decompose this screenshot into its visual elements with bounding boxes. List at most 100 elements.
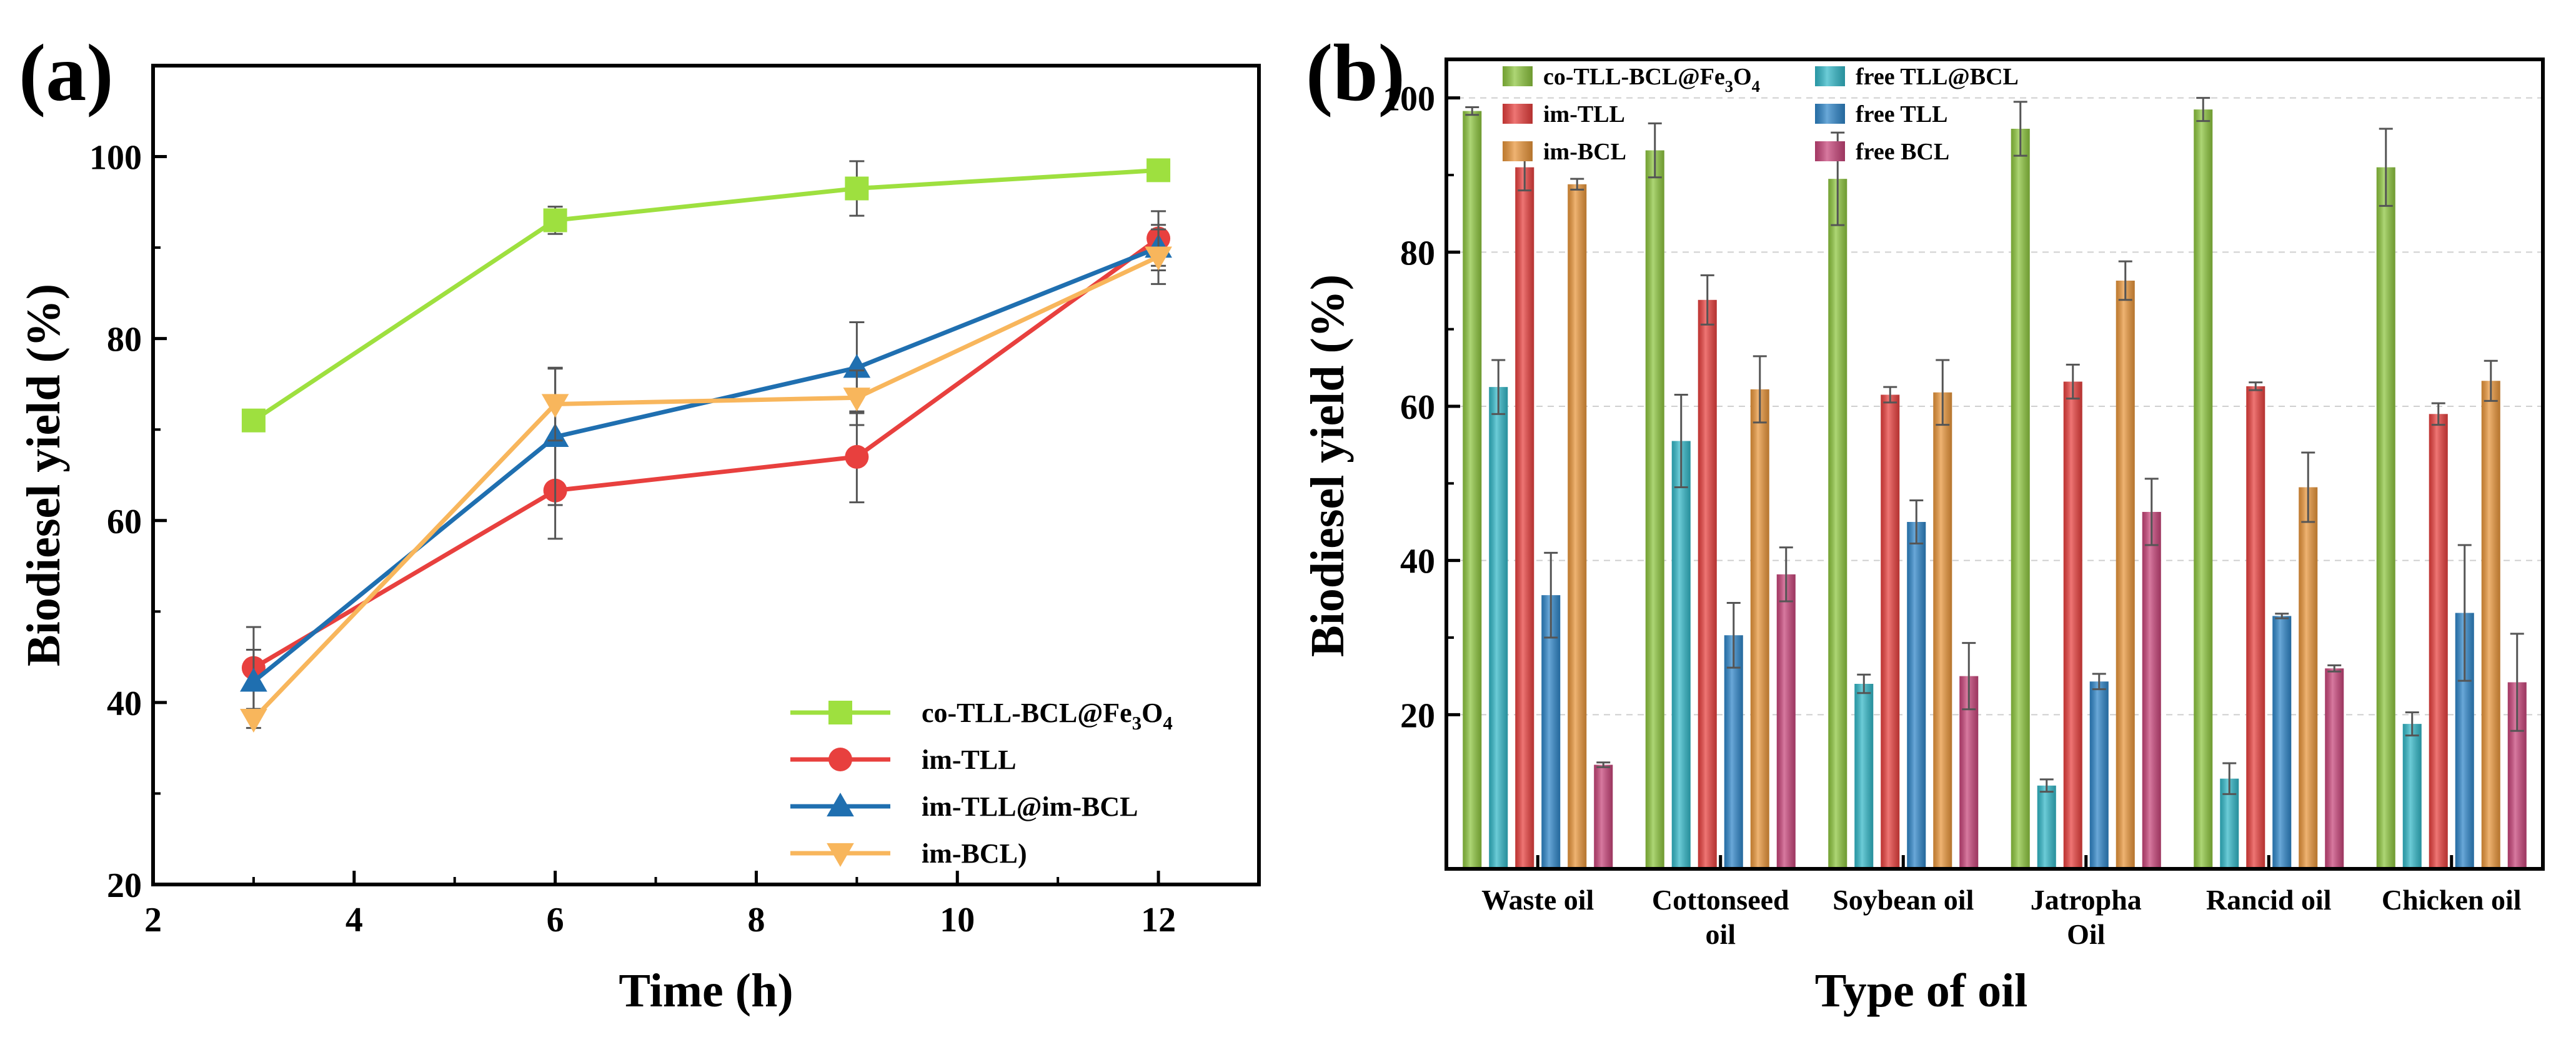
data-point	[843, 388, 871, 412]
error-bar	[2379, 128, 2393, 207]
error-bar	[1700, 274, 1714, 326]
legend-label: im-TLL	[922, 744, 1017, 775]
panel-b-y-axis-title: Biodiesel yield (%)	[1301, 274, 1354, 657]
series-line	[252, 236, 1160, 670]
bar-shade	[2116, 280, 2135, 869]
legend-label-name: co-TLL-BCL@Fe	[922, 698, 1132, 728]
legend-swatch-shade	[1815, 66, 1845, 86]
bar-shade	[2272, 616, 2292, 869]
error-bar	[2222, 762, 2237, 795]
bar-shade	[2246, 386, 2265, 869]
bar-shade	[2037, 785, 2056, 869]
data-point	[845, 444, 869, 469]
error-bar	[2301, 451, 2315, 523]
panel-a-plot-frame	[151, 64, 1261, 886]
error-bar	[1491, 359, 1506, 415]
bar-shade	[1645, 150, 1664, 869]
error-bar	[2144, 478, 2159, 546]
error-bar	[2405, 711, 2419, 737]
error-bar	[2118, 260, 2132, 301]
error-bar	[2431, 402, 2445, 426]
panel-a-line-chart: (a) 2 4 6 8 10 12 20 40 60 80 100 Time (h) Biodies…	[17, 28, 1261, 1017]
legend-label-sub1: 3	[1132, 713, 1141, 734]
error-bar	[2510, 633, 2524, 732]
legend-item: free BCL	[1815, 139, 1949, 165]
legend-marker	[828, 701, 852, 724]
series-line	[252, 254, 1160, 721]
panel-a-legend: co-TLL-BCL@Fe3O4 im-TLL im-TLL@im-BCL im-BC…	[790, 698, 1173, 869]
y-tick-label: 20	[1400, 696, 1435, 735]
legend-item: free TLL@BCL	[1815, 64, 2019, 90]
x-tick-label: 2	[144, 901, 162, 939]
bar-shade	[2325, 668, 2344, 869]
panel-b-plot-frame	[1445, 58, 2545, 871]
legend-item: co-TLL-BCL@Fe3O4	[1503, 64, 1760, 96]
data-point	[1145, 246, 1172, 271]
bar-shade	[1594, 764, 1613, 869]
error-bar	[1544, 551, 1558, 639]
legend-swatch-shade	[1815, 104, 1845, 124]
legend-label-name: co-TLL-BCL@Fe	[1543, 64, 1725, 90]
panel-b-label: (b)	[1306, 28, 1405, 118]
x-tick-label: 8	[747, 901, 765, 939]
legend-label-name: free BCL	[1856, 139, 1949, 165]
legend-item: im-TLL	[1503, 101, 1625, 128]
error-bar	[2457, 544, 2472, 682]
error-bar	[1674, 394, 1688, 488]
bar-shade	[1854, 684, 1874, 869]
legend-label-mid: O	[1141, 698, 1163, 728]
y-tick-label: 40	[1400, 543, 1435, 581]
series-line	[252, 245, 1160, 684]
legend-label: im-BCL	[1543, 139, 1626, 165]
bar-shade	[1671, 441, 1691, 869]
legend-marker	[828, 748, 852, 771]
legend-label-name: im-BCL)	[922, 838, 1027, 869]
series-3	[240, 228, 1172, 733]
bar-shade	[2299, 487, 2318, 869]
error-bar	[2039, 778, 2054, 793]
error-bar	[2092, 673, 2106, 691]
series-1	[241, 210, 1171, 710]
legend-marker	[827, 793, 854, 817]
bar-shade	[1724, 635, 1743, 869]
data-point	[1146, 158, 1171, 183]
bar-shade	[1463, 111, 1482, 869]
category-label: Waste oil	[1481, 884, 1594, 916]
data-point	[240, 668, 267, 692]
error-bar	[2275, 613, 2289, 619]
x-tick-label: 10	[940, 901, 975, 939]
bar-shade	[1568, 184, 1587, 869]
x-tick-label: 4	[346, 901, 363, 939]
category-group	[1828, 131, 1979, 869]
bar-shade	[2429, 414, 2448, 869]
data-point	[541, 394, 569, 418]
bar-shade	[2194, 109, 2213, 869]
error-bar	[2196, 97, 2210, 123]
legend-swatch-shade	[1503, 66, 1533, 86]
legend-item: im-TLL@im-BCL	[790, 791, 1138, 822]
bar-shade	[1881, 394, 1900, 869]
bar-shade	[2063, 381, 2082, 869]
legend-label: free TLL@BCL	[1856, 64, 2019, 90]
bar-shade	[2481, 381, 2500, 869]
category-group	[1645, 122, 1796, 869]
legend-label: co-TLL-BCL@Fe3O4	[922, 698, 1173, 734]
bar-shade	[2011, 129, 2030, 869]
bar-shade	[1776, 574, 1796, 869]
bar-shade	[2376, 167, 2395, 869]
bar-shade	[1541, 595, 1561, 869]
error-bar	[2484, 359, 2498, 402]
panel-a-x-axis-title: Time (h)	[619, 964, 793, 1017]
category-group	[2376, 128, 2527, 869]
legend-swatch-shade	[1815, 141, 1845, 161]
legend-label-name: im-TLL	[1543, 101, 1625, 128]
legend-label-name: free TLL@BCL	[1856, 64, 2019, 90]
y-tick-label: 80	[1400, 234, 1435, 273]
category-label: Chicken oil	[2382, 884, 2522, 916]
category-label: oil	[1705, 918, 1736, 950]
bar-shade	[2402, 724, 2422, 869]
data-point	[845, 176, 869, 201]
y-tick-label: 20	[107, 866, 142, 905]
data-point	[241, 408, 266, 433]
